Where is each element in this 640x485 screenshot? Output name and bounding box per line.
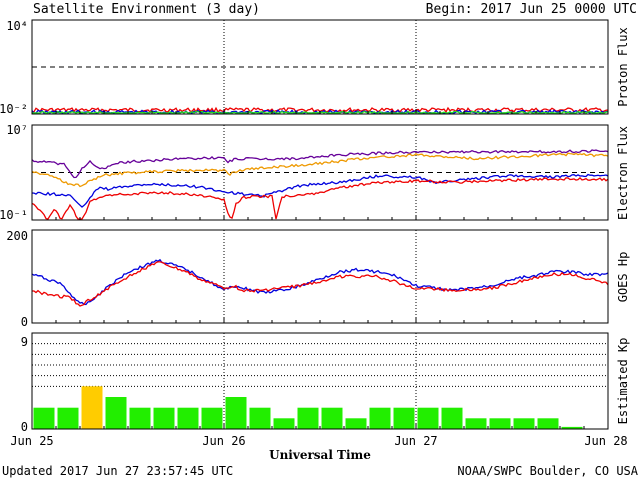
estimated-kp-ylabel: Estimated Kp bbox=[616, 338, 630, 425]
kp-bar-0 bbox=[33, 407, 55, 429]
x-tick-jun26: Jun 26 bbox=[202, 434, 245, 448]
plot-layer bbox=[31, 19, 609, 430]
kp-bar-22 bbox=[561, 426, 583, 429]
updated-timestamp: Updated 2017 Jun 27 23:57:45 UTC bbox=[2, 464, 233, 478]
proton-flux-ylabel: Proton Flux bbox=[616, 27, 630, 106]
electron-flux-ylabel: Electron Flux bbox=[616, 126, 630, 220]
credit-label: NOAA/SWPC Boulder, CO USA bbox=[457, 464, 638, 478]
kp-bar-7 bbox=[201, 407, 223, 429]
kp-bar-15 bbox=[393, 407, 415, 429]
kp-bar-5 bbox=[153, 407, 175, 429]
kp-ymax-label: 9 bbox=[21, 335, 28, 349]
kp-bar-10 bbox=[273, 418, 295, 429]
electron-ymax-label: 10⁷ bbox=[6, 123, 28, 137]
kp-bar-3 bbox=[105, 397, 127, 429]
kp-bar-19 bbox=[489, 418, 511, 429]
hp-ymin-label: 0 bbox=[21, 315, 28, 329]
kp-bar-9 bbox=[249, 407, 271, 429]
kp-bar-11 bbox=[297, 407, 319, 429]
electron-ymin-label: 10⁻¹ bbox=[0, 208, 28, 222]
kp-bar-18 bbox=[465, 418, 487, 429]
kp-bar-6 bbox=[177, 407, 199, 429]
x-tick-jun28: Jun 28 bbox=[584, 434, 627, 448]
chart-title: Satellite Environment (3 day) bbox=[33, 2, 260, 17]
kp-bar-14 bbox=[369, 407, 391, 429]
x-axis-label: Universal Time bbox=[269, 448, 371, 462]
series-line-1-red bbox=[31, 177, 609, 220]
kp-bar-16 bbox=[417, 407, 439, 429]
kp-bar-2 bbox=[81, 386, 103, 429]
x-tick-jun27: Jun 27 bbox=[394, 434, 437, 448]
begin-timestamp: Begin: 2017 Jun 25 0000 UTC bbox=[426, 2, 637, 17]
series-line-1-purple bbox=[31, 149, 609, 179]
kp-bar-4 bbox=[129, 407, 151, 429]
kp-bar-21 bbox=[537, 418, 559, 429]
kp-bar-8 bbox=[225, 397, 247, 429]
x-tick-jun25: Jun 25 bbox=[10, 434, 53, 448]
series-line-2-red bbox=[32, 261, 609, 307]
kp-bar-12 bbox=[321, 407, 343, 429]
kp-bar-20 bbox=[513, 418, 535, 429]
series-line-1-orange bbox=[31, 152, 609, 188]
proton-ymax-label: 10⁴ bbox=[6, 19, 28, 33]
series-line-2-blue bbox=[31, 258, 609, 306]
kp-ymin-label: 0 bbox=[21, 420, 28, 434]
series-line-1-blue bbox=[31, 173, 609, 208]
hp-ymax-label: 200 bbox=[6, 229, 28, 243]
proton-ymin-label: 10⁻² bbox=[0, 102, 28, 116]
kp-bar-1 bbox=[57, 407, 79, 429]
kp-bar-17 bbox=[441, 407, 463, 429]
goes-hp-ylabel: GOES Hp bbox=[616, 252, 630, 303]
kp-bar-13 bbox=[345, 418, 367, 429]
